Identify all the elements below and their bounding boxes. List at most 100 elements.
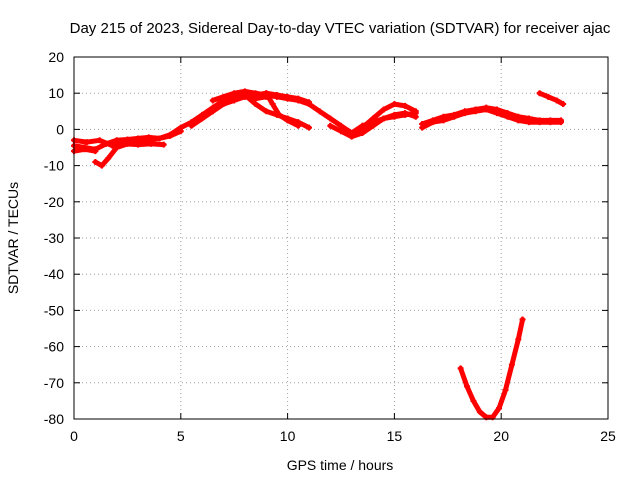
data-point bbox=[464, 383, 471, 390]
data-point bbox=[547, 119, 554, 126]
data-point bbox=[502, 387, 509, 394]
x-tick-label: 10 bbox=[280, 428, 296, 444]
data-point bbox=[402, 111, 409, 118]
chart-title: Day 215 of 2023, Sidereal Day-to-day VTE… bbox=[70, 20, 611, 37]
data-point bbox=[160, 141, 167, 148]
x-tick-label: 25 bbox=[600, 428, 616, 444]
data-point bbox=[273, 93, 280, 100]
data-point bbox=[515, 336, 522, 343]
data-point bbox=[209, 108, 216, 115]
data-point bbox=[305, 101, 312, 108]
data-point bbox=[560, 101, 567, 108]
data-point bbox=[457, 365, 464, 372]
data-point bbox=[348, 130, 355, 137]
data-point bbox=[380, 106, 387, 113]
y-tick-label: -80 bbox=[44, 411, 64, 427]
series-arc14 bbox=[537, 90, 566, 107]
data-point bbox=[220, 101, 227, 108]
data-point bbox=[295, 97, 302, 104]
data-point bbox=[252, 95, 259, 102]
data-point bbox=[402, 102, 409, 109]
data-point bbox=[504, 113, 511, 120]
data-point bbox=[284, 95, 291, 102]
y-tick-label: -30 bbox=[44, 230, 64, 246]
x-tick-label: 15 bbox=[387, 428, 403, 444]
data-point bbox=[135, 137, 142, 144]
data-point bbox=[252, 101, 259, 108]
data-point bbox=[263, 90, 270, 97]
data-point bbox=[113, 137, 120, 144]
data-point bbox=[231, 90, 238, 97]
data-point bbox=[96, 137, 103, 144]
data-point bbox=[124, 140, 131, 147]
axis-ticks: 0 5 10 15 20 25 20 10 0 -10 -20 -30 -40 -50 -60 -70 -80 bbox=[44, 49, 616, 444]
data-point bbox=[536, 90, 543, 97]
data-point bbox=[231, 97, 238, 104]
data-point bbox=[269, 101, 276, 108]
y-tick-label: -10 bbox=[44, 158, 64, 174]
x-tick-label: 20 bbox=[493, 428, 509, 444]
x-tick-label: 5 bbox=[177, 428, 185, 444]
data-point bbox=[412, 110, 419, 117]
data-point bbox=[167, 131, 174, 138]
y-tick-label: -50 bbox=[44, 302, 64, 318]
data-point bbox=[156, 135, 163, 142]
data-point bbox=[545, 93, 552, 100]
data-point bbox=[451, 113, 458, 120]
data-point bbox=[476, 408, 483, 415]
data-point bbox=[440, 117, 447, 124]
y-tick-label: 10 bbox=[48, 85, 64, 101]
data-point bbox=[113, 144, 120, 151]
data-point bbox=[461, 110, 468, 117]
data-point bbox=[263, 108, 270, 115]
data-point bbox=[508, 361, 515, 368]
data-point bbox=[188, 122, 195, 129]
y-tick-label: 0 bbox=[56, 121, 64, 137]
data-point bbox=[81, 146, 88, 153]
data-point bbox=[98, 162, 105, 169]
data-point bbox=[525, 119, 532, 126]
data-point bbox=[338, 128, 344, 135]
data-point bbox=[199, 115, 206, 122]
data-point bbox=[105, 155, 112, 162]
data-point bbox=[370, 119, 377, 126]
data-point bbox=[429, 119, 436, 126]
data-point bbox=[483, 106, 490, 113]
data-point bbox=[276, 111, 283, 118]
data-point bbox=[145, 137, 152, 144]
data-point bbox=[519, 316, 526, 323]
x-tick-label: 0 bbox=[70, 428, 78, 444]
y-tick-label: -60 bbox=[44, 339, 64, 355]
data-point bbox=[558, 119, 565, 126]
data-point bbox=[553, 97, 560, 104]
data-point bbox=[109, 142, 116, 149]
y-tick-label: -20 bbox=[44, 194, 64, 210]
data-point bbox=[470, 397, 477, 404]
data-point bbox=[241, 92, 248, 99]
y-tick-label: -70 bbox=[44, 375, 64, 391]
data-point bbox=[338, 122, 344, 129]
data-point bbox=[284, 117, 291, 124]
y-tick-label: 20 bbox=[48, 49, 64, 65]
data-point bbox=[380, 115, 387, 122]
data-point bbox=[391, 101, 398, 108]
data-point bbox=[316, 108, 323, 115]
y-tick-label: -40 bbox=[44, 266, 64, 282]
grid-lines bbox=[74, 57, 608, 419]
data-point bbox=[515, 117, 522, 124]
data-point bbox=[419, 124, 426, 131]
data-point bbox=[327, 122, 334, 129]
data-marks bbox=[71, 88, 567, 421]
data-point bbox=[83, 139, 90, 146]
data-point bbox=[92, 158, 99, 165]
data-point bbox=[92, 148, 99, 155]
data-point bbox=[209, 97, 216, 104]
data-point bbox=[493, 110, 500, 117]
y-axis-label: SDTVAR / TECUs bbox=[5, 182, 21, 294]
data-point bbox=[536, 119, 543, 126]
series-arc15 bbox=[458, 316, 526, 420]
data-point bbox=[472, 108, 479, 115]
data-point bbox=[220, 93, 227, 100]
data-point bbox=[295, 122, 302, 129]
data-point bbox=[359, 122, 366, 129]
